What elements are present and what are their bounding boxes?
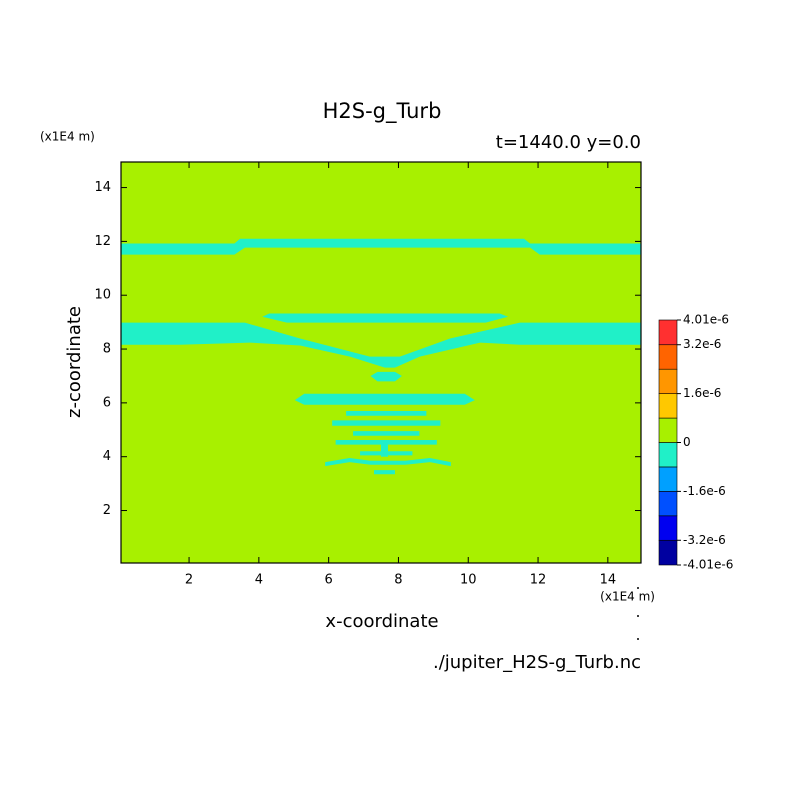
x-tick-label: 14 bbox=[600, 573, 617, 588]
colorbar-label: 0 bbox=[683, 435, 691, 449]
source-file: ./jupiter_H2S-g_Turb.nc bbox=[433, 652, 641, 673]
colorbar-label: -3.2e-6 bbox=[683, 533, 726, 547]
colorbar-label: 4.01e-6 bbox=[683, 313, 729, 327]
colorbar-box bbox=[658, 344, 678, 370]
x-unit: (x1E4 m) bbox=[600, 590, 655, 604]
x-tick-label: 12 bbox=[530, 573, 547, 588]
colorbar-box bbox=[658, 466, 678, 492]
y-tick-label: 8 bbox=[103, 342, 111, 357]
colorbar-label: 3.2e-6 bbox=[683, 337, 721, 351]
contour-region bbox=[262, 313, 509, 323]
y-tick-label: 2 bbox=[103, 503, 111, 518]
contour-region bbox=[360, 451, 413, 456]
chart-title: H2S-g_Turb bbox=[323, 99, 442, 124]
colorbar-box bbox=[658, 442, 678, 468]
y-tick-label: 10 bbox=[94, 288, 111, 303]
y-tick-label: 4 bbox=[103, 449, 111, 464]
dot bbox=[637, 615, 639, 617]
y-tick-label: 14 bbox=[94, 180, 111, 195]
colorbar-box bbox=[658, 319, 678, 346]
contour-region bbox=[121, 238, 641, 255]
colorbar-box bbox=[658, 539, 678, 566]
dot bbox=[637, 587, 639, 589]
contour-region bbox=[294, 393, 475, 405]
colorbar-box bbox=[658, 417, 678, 443]
contour-region bbox=[121, 322, 641, 368]
colorbar-box bbox=[658, 368, 678, 394]
y-axis-label: z-coordinate bbox=[64, 306, 85, 418]
plot-frame bbox=[120, 161, 642, 564]
y-tick-label: 12 bbox=[94, 234, 111, 249]
contour-region bbox=[353, 431, 420, 436]
colorbar-box bbox=[658, 393, 678, 419]
contour-region bbox=[325, 458, 451, 467]
x-tick-label: 10 bbox=[460, 573, 477, 588]
x-tick-label: 4 bbox=[255, 573, 263, 588]
colorbar-label: 1.6e-6 bbox=[683, 386, 721, 400]
contour-region bbox=[374, 470, 395, 475]
colorbar-label: -1.6e-6 bbox=[683, 484, 726, 498]
contour-region bbox=[332, 420, 441, 426]
colorbar-box bbox=[658, 491, 678, 517]
y-tick-label: 6 bbox=[103, 395, 111, 410]
y-unit: (x1E4 m) bbox=[40, 130, 95, 144]
subtitle: t=1440.0 y=0.0 bbox=[496, 132, 641, 153]
x-tick-label: 8 bbox=[394, 573, 402, 588]
x-tick-label: 2 bbox=[185, 573, 193, 588]
colorbar-box bbox=[658, 515, 678, 541]
x-tick-label: 6 bbox=[325, 573, 333, 588]
dot bbox=[637, 638, 639, 640]
x-axis-label: x-coordinate bbox=[325, 611, 438, 632]
contour-region bbox=[370, 371, 402, 382]
contour-region bbox=[346, 410, 427, 416]
colorbar-label: -4.01e-6 bbox=[683, 558, 733, 572]
